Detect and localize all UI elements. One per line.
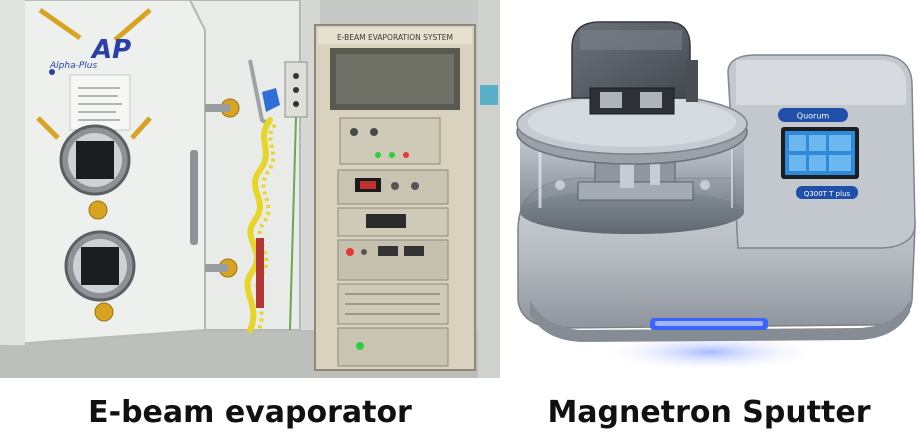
- brass-knobs: [88, 98, 240, 322]
- quorum-logo: Quorum: [778, 108, 848, 122]
- door-handle: [190, 150, 198, 245]
- sputter-head: [571, 21, 698, 115]
- chamber-lid: [516, 93, 748, 165]
- ebeam-evaporator-photo: AP Alpha-Plus: [0, 0, 500, 378]
- viewport-upper: [59, 124, 131, 196]
- alpha-plus-logo: AP Alpha-Plus: [49, 35, 131, 75]
- air-gun-and-hose: [244, 59, 280, 333]
- viewport-lower: [64, 230, 136, 302]
- magnetron-sputter-illustration: Quorum Q300T T plus: [516, 21, 916, 372]
- evaporation-system-rack: E-BEAM EVAPORATION SYSTEM: [314, 24, 476, 371]
- sputter-body: Quorum Q300T T plus: [517, 54, 916, 329]
- caption-ebeam-evaporator: E-beam evaporator: [88, 395, 412, 430]
- svg-text:Q300T T plus: Q300T T plus: [804, 190, 851, 198]
- floor-glow: [600, 332, 820, 372]
- magnetron-sputter-photo: Quorum Q300T T plus: [500, 0, 918, 378]
- model-badge: Q300T T plus: [796, 186, 858, 199]
- svg-text:Alpha-Plus: Alpha-Plus: [49, 61, 97, 71]
- svg-text:AP: AP: [90, 35, 131, 65]
- ebeam-evaporator-illustration: AP Alpha-Plus: [0, 0, 500, 378]
- caption-magnetron-sputter: Magnetron Sputter: [547, 395, 871, 430]
- svg-text:E-BEAM EVAPORATION SYSTEM: E-BEAM EVAPORATION SYSTEM: [337, 33, 453, 42]
- svg-text:Quorum: Quorum: [797, 112, 830, 121]
- touchscreen-display: [781, 127, 859, 179]
